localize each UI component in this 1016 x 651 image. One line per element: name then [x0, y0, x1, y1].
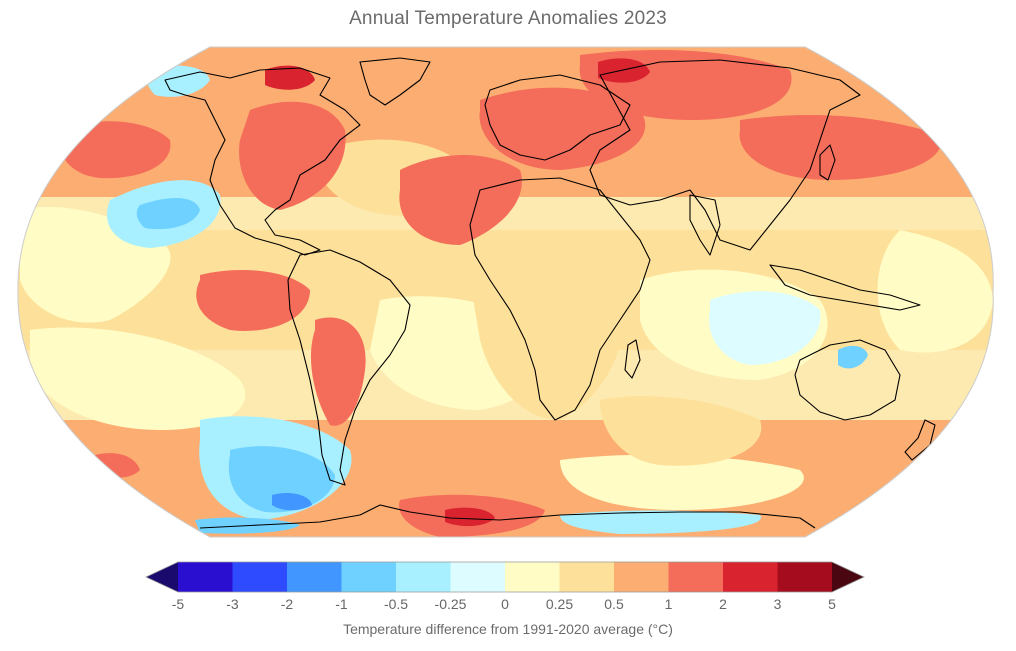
legend-swatch [450, 562, 506, 592]
legend-swatch [505, 562, 560, 592]
legend-swatch [559, 562, 615, 592]
anomaly-zone-east-pacific-blue [136, 198, 200, 230]
legend-swatch [396, 562, 451, 592]
anomaly-zone-europe-red [479, 87, 646, 170]
anomaly-zone-north-atlantic-red [399, 155, 522, 245]
anomaly-zone-east-asia-red [739, 115, 942, 180]
anomaly-zone-far-south-pale [560, 454, 804, 510]
legend-swatch [287, 562, 342, 592]
legend-tick-label: 0 [501, 596, 509, 612]
legend-tick-label: 3 [774, 596, 782, 612]
coastline-indonesia [769, 264, 921, 311]
anomaly-zone-antarctic-coast-blue [560, 510, 761, 534]
coastline-australia [794, 339, 901, 421]
legend-swatch [614, 562, 669, 592]
legend-tick-label: -3 [226, 596, 239, 612]
legend-swatch [232, 562, 288, 592]
anomaly-zone-australia-blue [838, 345, 868, 369]
anomaly-zone-north-canada-darkred [265, 65, 315, 90]
coastlines [164, 57, 936, 529]
anomaly-zone-south-pacific-pale [30, 327, 246, 430]
anomaly-zone-south-america-red [310, 317, 366, 426]
coastline-greenland [359, 57, 431, 106]
coastline-madagascar [624, 339, 641, 379]
coastline-africa [469, 177, 651, 421]
legend-bar: -5 -3 -2 -1 -0.5 -0.25 0 0.25 0.5 1 2 3 5 [145, 561, 865, 612]
anomaly-zone-north-europe-darkred [598, 58, 650, 83]
legend-swatch [178, 562, 233, 592]
coastline-india [689, 194, 721, 256]
coastline-europe [484, 74, 631, 161]
anomaly-zone-africa-light [470, 276, 622, 420]
anomaly-field [17, 47, 994, 537]
legend-tick-label: 2 [719, 596, 727, 612]
legend-outline [145, 561, 865, 593]
legend-swatch [723, 562, 778, 592]
legend-under-arrow [146, 562, 178, 592]
anomaly-zone-south-indian-light [600, 396, 762, 466]
coastline-north-america [164, 67, 361, 256]
coastline-japan [819, 144, 836, 181]
coastline-new-zealand [904, 419, 936, 461]
legend-tick-label: 0.5 [604, 596, 624, 612]
legend-tick-label: -1 [335, 596, 348, 612]
anomaly-zone-south-pacific-darkblue [272, 493, 312, 511]
anomaly-zone-indian-ocean-lightblue [709, 291, 821, 365]
anomaly-zone-north-pacific-red [59, 121, 171, 179]
legend-swatch [777, 562, 833, 592]
legend-tick-label: -0.25 [435, 596, 467, 612]
legend-swatch [668, 562, 724, 592]
legend-swatch [341, 562, 397, 592]
coastline-south-america [287, 249, 411, 486]
legend-caption: Temperature difference from 1991-2020 av… [343, 621, 673, 637]
globe-outline [17, 46, 994, 538]
legend-tick-label: -0.5 [384, 596, 408, 612]
legend-tick-label: -5 [172, 596, 185, 612]
legend-tick-label: 0.25 [546, 596, 573, 612]
anomaly-zone-east-north-america-red [239, 101, 346, 210]
legend-tick-label: -2 [281, 596, 294, 612]
coastline-asia [589, 59, 861, 251]
anomaly-zone-antarctica-darkred [445, 507, 495, 527]
anomaly-zone-south-pacific-blue [228, 446, 335, 513]
map-title: Annual Temperature Anomalies 2023 [349, 8, 667, 29]
coastline-antarctica [199, 504, 816, 529]
anomaly-zone-east-pacific-pale [877, 230, 993, 353]
legend-tick-label: 5 [828, 596, 836, 612]
legend-over-arrow [832, 562, 864, 592]
anomaly-zone-equatorial-pacific-red [196, 270, 310, 331]
legend-tick-label: 1 [665, 596, 673, 612]
